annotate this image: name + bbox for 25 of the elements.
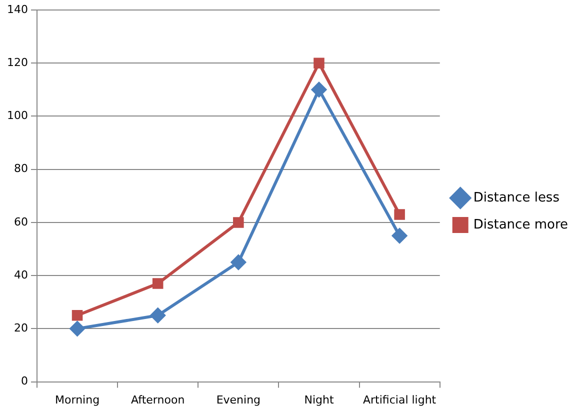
y-tick-label: 20 [14,322,28,335]
y-tick-label: 60 [14,215,28,228]
x-tick-label: Evening [216,393,261,406]
point [311,82,326,98]
y-tick-label: 80 [14,162,28,176]
point [230,254,246,270]
x-tick-label: Night [304,393,334,406]
y-tick-label: 100 [6,109,28,122]
point [394,209,405,220]
y-tick-label: 140 [6,2,28,16]
x-tick-label: Afternoon [131,393,185,406]
y-tick-label: 120 [6,56,28,69]
legend-label: Distance more [473,217,568,232]
x-tick-label: Artificial light [363,393,437,406]
point [314,58,324,69]
y-tick-label: 40 [14,268,28,282]
point [152,278,164,289]
point [72,310,83,321]
point [233,217,244,228]
x-tick-label: Morning [55,393,100,406]
point [392,228,408,244]
point [150,308,166,323]
y-tick-label: 0 [20,374,28,388]
point [70,321,85,336]
legend-label: Distance less [473,190,560,206]
